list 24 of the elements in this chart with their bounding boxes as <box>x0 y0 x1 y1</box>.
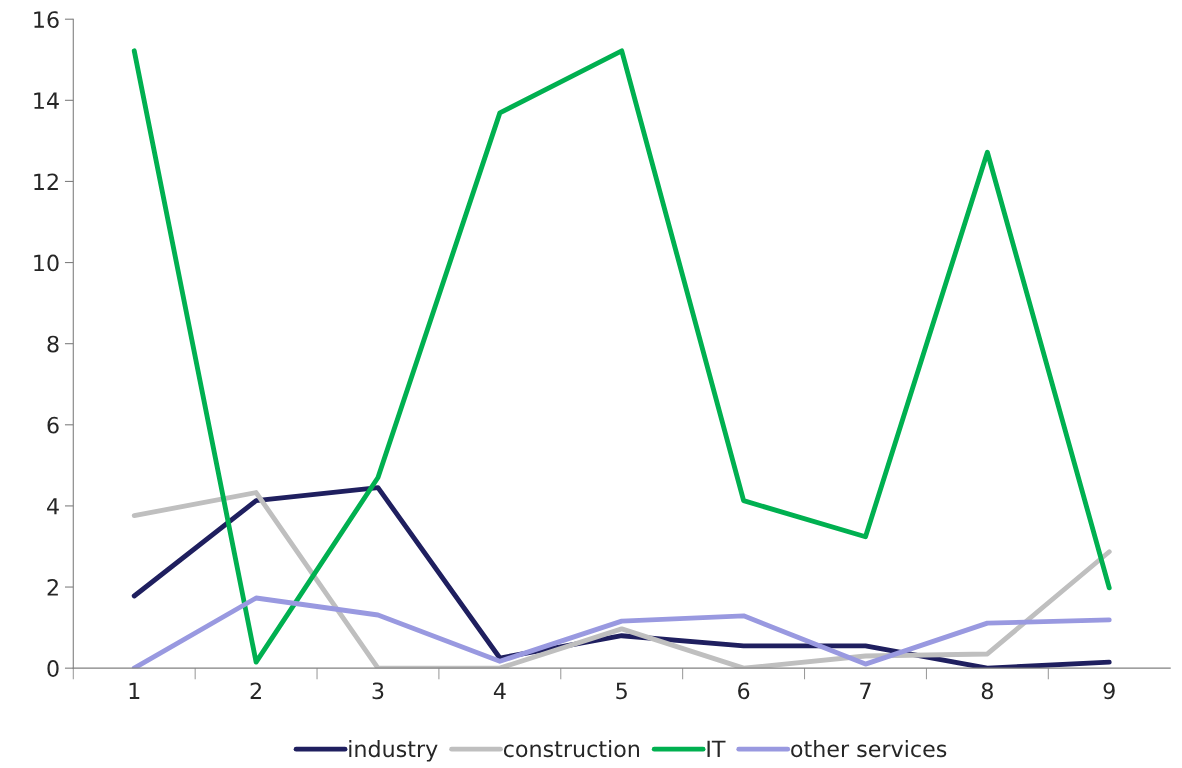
legend-label: construction <box>503 740 639 758</box>
y-tick-label: 6 <box>47 416 59 434</box>
legend-label: IT <box>707 740 726 757</box>
y-tick-label: 10 <box>34 254 59 272</box>
x-tick-label: 2 <box>250 682 261 699</box>
x-tick-label: 1 <box>129 682 140 699</box>
x-tick-label: 5 <box>616 682 627 700</box>
y-tick-label: 14 <box>34 92 59 109</box>
x-tick-label: 8 <box>981 682 993 700</box>
x-tick-label: 6 <box>738 682 750 700</box>
x-tick-label: 4 <box>493 682 506 699</box>
y-tick-label: 16 <box>34 11 59 28</box>
y-tick-label: 0 <box>47 660 59 677</box>
y-tick-label: 12 <box>34 173 58 190</box>
y-tick-label: 8 <box>47 335 59 353</box>
line-series <box>131 48 1112 665</box>
y-tick-label: 4 <box>47 498 59 515</box>
x-tick-label: 7 <box>860 682 871 699</box>
legend-label: industry <box>349 740 438 762</box>
legend-label: other services <box>791 740 947 758</box>
line-series <box>131 595 1112 669</box>
x-tick-label: 9 <box>1103 682 1115 700</box>
x-tick-label: 3 <box>372 682 384 700</box>
y-tick-label: 2 <box>47 578 58 596</box>
